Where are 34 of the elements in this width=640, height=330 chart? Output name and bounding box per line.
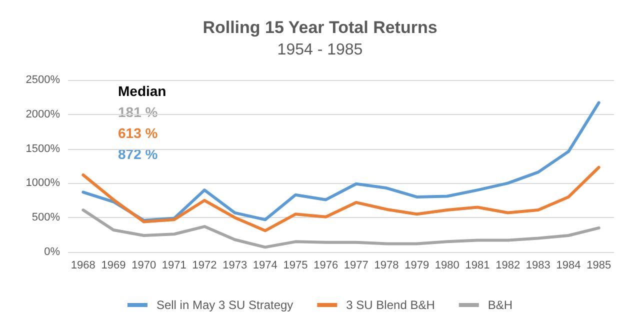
annotation: 613 % [118,125,158,141]
chart-title: Rolling 15 Year Total Returns [202,18,438,37]
x-tick-label: 1981 [465,260,490,272]
x-tick-label: 1969 [101,260,126,272]
legend-label: 3 SU Blend B&H [346,298,435,312]
x-tick-label: 1977 [344,260,368,272]
x-tick-label: 1976 [314,260,338,272]
x-tick-label: 1979 [404,260,430,272]
x-tick-label: 1970 [132,260,156,272]
x-tick-label: 1975 [283,260,308,272]
x-tick-label: 1971 [162,260,186,272]
x-tick-label: 1968 [70,260,96,272]
x-tick-label: 1972 [192,260,217,272]
x-tick-label: 1983 [526,260,550,272]
line-series [82,208,600,249]
x-tick-label: 1978 [374,260,399,272]
legend-label: Sell in May 3 SU Strategy [156,298,294,312]
x-tick-label: 1980 [434,260,460,272]
y-tick-label: 2000% [26,108,60,120]
annotation: Median [118,83,166,99]
legend-label: B&H [488,298,513,312]
y-tick-label: 500% [32,212,60,224]
y-tick-label: 1000% [26,177,60,190]
x-tick-label: 1985 [586,260,612,272]
chart-subtitle: 1954 - 1985 [277,42,363,58]
y-tick-label: 2500% [26,74,60,86]
y-tick-label: 1500% [26,142,60,155]
x-tick-label: 1984 [556,260,581,272]
y-tick-label: 0% [44,246,60,258]
x-tick-label: 1974 [252,260,278,272]
x-tick-label: 1982 [496,260,520,272]
line-series [82,101,600,222]
x-tick-label: 1973 [222,260,248,272]
line-series [82,166,600,232]
